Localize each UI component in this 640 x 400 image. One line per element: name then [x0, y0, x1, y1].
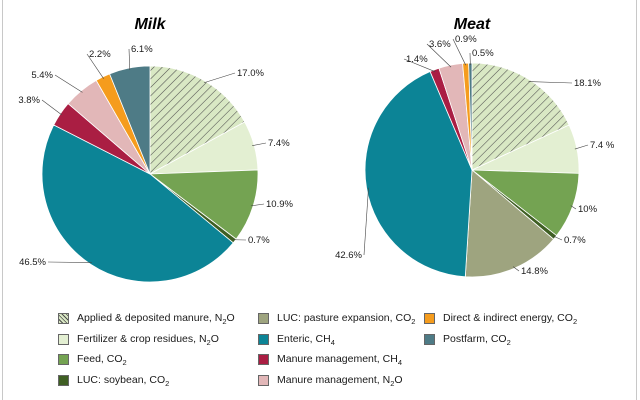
- meat-leader-energy: [452, 38, 467, 66]
- legend: Applied & deposited manure, N2O Fertiliz…: [0, 305, 640, 400]
- legend-swatch-postfarm: [424, 333, 435, 345]
- legend-item-manure-ch4: Manure management, CH4: [258, 351, 402, 367]
- legend-item-fertilizer: Fertilizer & crop residues, N2O: [58, 331, 219, 347]
- milk-label-postfarm: 6.1%: [131, 44, 153, 55]
- legend-item-energy: Direct & indirect energy, CO2: [424, 310, 577, 326]
- legend-swatch-soybean: [58, 374, 69, 386]
- milk-label-enteric: 46.5%: [19, 257, 46, 268]
- legend-swatch-feed: [58, 353, 69, 365]
- legend-swatch-applied: [58, 312, 69, 324]
- frame-border-left: [2, 0, 3, 400]
- milk-label-energy: 2.2%: [89, 49, 111, 60]
- milk-leader-enteric: [47, 261, 92, 263]
- milk-leader-applied: [203, 72, 236, 84]
- meat-leader-applied: [528, 81, 573, 84]
- meat-label-postfarm: 0.5%: [472, 48, 494, 59]
- legend-swatch-manure-n2o: [258, 374, 269, 386]
- milk-label-feed: 10.9%: [266, 199, 293, 210]
- frame-border-right: [636, 0, 637, 400]
- milk-label-fertilizer: 7.4%: [268, 138, 290, 149]
- meat-label-luc-pasture: 14.8%: [521, 266, 548, 277]
- meat-label-enteric: 42.6%: [335, 250, 362, 261]
- milk-label-soybean: 0.7%: [248, 235, 270, 246]
- meat-label-soybean: 0.7%: [564, 235, 586, 246]
- legend-item-soybean: LUC: soybean, CO2: [58, 372, 169, 388]
- meat-label-feed: 10%: [578, 204, 598, 215]
- legend-swatch-energy: [424, 312, 435, 324]
- legend-label-applied: Applied & deposited manure, N2O: [77, 312, 235, 326]
- meat-label-applied: 18.1%: [574, 78, 601, 89]
- meat-leader-soybean: [553, 235, 563, 241]
- meat-slice-applied: [471, 62, 570, 171]
- meat-leader-manure-n2o: [426, 43, 452, 68]
- legend-item-postfarm: Postfarm, CO2: [424, 331, 511, 347]
- meat-leader-fertilizer: [574, 144, 589, 150]
- meat-slice-enteric: [364, 71, 473, 278]
- milk-leader-manure-n2o: [54, 74, 83, 93]
- milk-slice-feed: [148, 169, 259, 240]
- meat-chart-title: Meat: [454, 16, 491, 33]
- milk-leader-energy: [86, 53, 104, 79]
- legend-label-enteric: Enteric, CH4: [277, 333, 335, 347]
- meat-label-manure-n2o: 3.6%: [429, 39, 451, 50]
- meat-label-manure-ch4: 1.4%: [406, 54, 428, 65]
- milk-slice-applied: [149, 65, 246, 175]
- milk-leader-postfarm: [128, 48, 131, 70]
- legend-item-luc-pasture: LUC: pasture expansion, CO2: [258, 310, 415, 326]
- legend-label-manure-ch4: Manure management, CH4: [277, 353, 402, 367]
- legend-label-postfarm: Postfarm, CO2: [443, 333, 511, 347]
- legend-label-soybean: LUC: soybean, CO2: [77, 374, 170, 388]
- legend-item-feed: Feed, CO2: [58, 351, 127, 367]
- legend-label-manure-n2o: Manure management, N2O: [277, 374, 403, 388]
- legend-swatch-enteric: [258, 333, 269, 345]
- legend-label-energy: Direct & indirect energy, CO2: [443, 312, 578, 326]
- milk-slice-enteric: [41, 124, 234, 283]
- pie-charts: Milk Meat 17.0% 7.4% 10.9% 0.7% 46.5% 3.8% 5.4…: [18, 16, 615, 283]
- meat-slice-luc-pasture: [464, 169, 555, 278]
- meat-pie: 18.1% 7.4 % 10% 0.7% 14.8% 42.6% 1.4%3.6% 0.9% 0…: [335, 34, 615, 278]
- milk-leader-manure-ch4: [41, 99, 63, 116]
- meat-label-fertilizer: 7.4 %: [590, 140, 615, 151]
- milk-leader-fertilizer: [252, 142, 267, 147]
- legend-swatch-manure-ch4: [258, 353, 269, 365]
- legend-item-enteric: Enteric, CH4: [258, 331, 335, 347]
- meat-leader-enteric: [363, 187, 369, 256]
- milk-chart-title: Milk: [134, 16, 166, 33]
- meat-leader-manure-ch4: [403, 58, 436, 72]
- milk-label-manure-n2o: 5.4%: [31, 70, 53, 81]
- legend-label-luc-pasture: LUC: pasture expansion, CO2: [277, 312, 416, 326]
- meat-label-energy: 0.9%: [455, 34, 477, 45]
- legend-swatch-fertilizer: [58, 333, 69, 345]
- legend-item-applied: Applied & deposited manure, N2O: [58, 310, 235, 326]
- legend-swatch-luc-pasture: [258, 312, 269, 324]
- legend-label-feed: Feed, CO2: [77, 353, 127, 367]
- legend-label-fertilizer: Fertilizer & crop residues, N2O: [77, 333, 219, 347]
- legend-item-manure-n2o: Manure management, N2O: [258, 372, 403, 388]
- milk-pie: 17.0% 7.4% 10.9% 0.7% 46.5% 3.8% 5.4% 2.2% 6.1%: [18, 44, 293, 283]
- milk-label-manure-ch4: 3.8%: [18, 95, 40, 106]
- meat-leader-luc-pasture: [512, 266, 520, 272]
- meat-leader-feed: [570, 205, 577, 210]
- milk-leader-feed: [251, 203, 265, 207]
- milk-label-applied: 17.0%: [237, 68, 264, 79]
